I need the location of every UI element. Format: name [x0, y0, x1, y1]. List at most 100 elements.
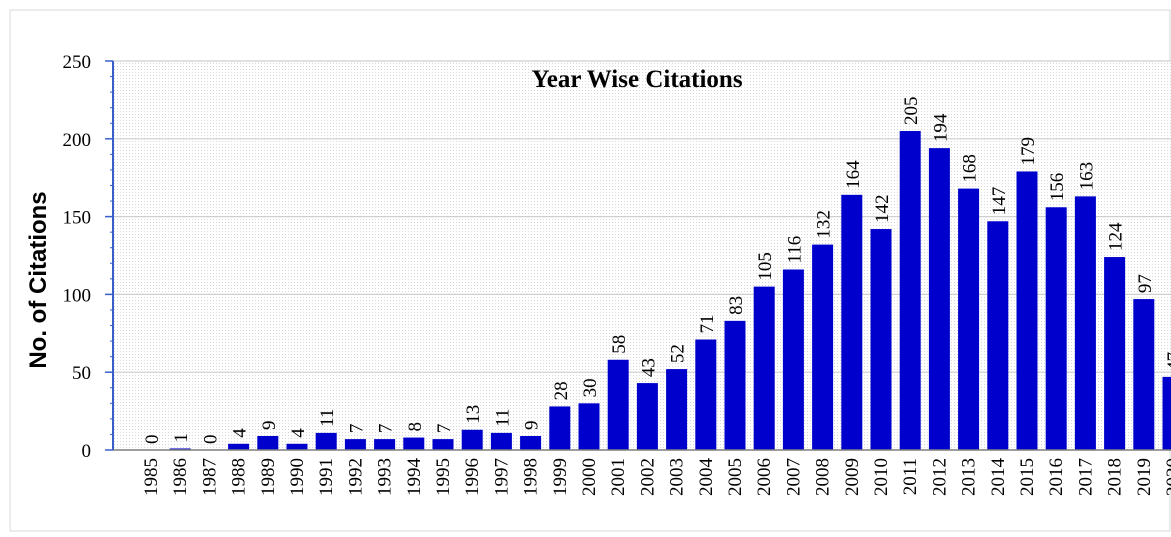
bar: [1104, 257, 1125, 450]
x-tick-label: 1997: [491, 458, 512, 496]
x-tick-label: 1994: [404, 458, 425, 497]
x-tick-label: 1996: [462, 458, 483, 496]
data-label: 11: [317, 409, 338, 427]
x-tick-label: 2013: [959, 458, 980, 496]
bar: [958, 189, 979, 450]
x-tick-label: 1986: [170, 458, 191, 496]
data-label: 116: [784, 236, 805, 264]
y-tick-label: 100: [63, 285, 92, 306]
bar: [491, 433, 512, 450]
x-tick-label: 2002: [637, 458, 658, 496]
x-tick-label: 2020: [1163, 458, 1171, 496]
chart-title: Year Wise Citations: [531, 66, 742, 93]
bar: [783, 270, 804, 450]
data-label: 163: [1076, 162, 1097, 191]
bar: [1046, 207, 1067, 450]
bar: [462, 430, 483, 450]
data-label: 0: [200, 435, 221, 445]
bar: [1133, 299, 1154, 450]
x-tick-label: 2010: [871, 458, 892, 496]
bar: [316, 433, 337, 450]
bar: [433, 439, 454, 450]
data-label: 7: [376, 424, 397, 434]
data-label: 194: [930, 113, 951, 142]
x-tick-label: 1990: [287, 458, 308, 496]
x-tick-label: 1988: [229, 458, 250, 496]
data-label: 105: [755, 252, 776, 281]
data-label: 9: [522, 420, 543, 430]
x-tick-label: 2012: [929, 458, 950, 496]
bar: [374, 439, 395, 450]
data-label: 71: [697, 315, 718, 334]
x-tick-label: 2003: [667, 458, 688, 496]
x-tick-label: 1998: [521, 458, 542, 496]
data-label: 9: [259, 420, 280, 430]
data-label: 30: [580, 378, 601, 397]
data-label: 124: [1106, 222, 1127, 251]
bar: [520, 436, 541, 450]
x-tick-label: 2016: [1046, 458, 1067, 496]
x-tick-label: 1991: [316, 458, 337, 496]
x-tick-label: 2008: [813, 458, 834, 496]
x-tick-label: 2014: [988, 458, 1009, 497]
x-tick-label: 1992: [345, 458, 366, 496]
bar: [637, 383, 658, 450]
x-tick-label: 1999: [550, 458, 571, 496]
x-tick-label: 2001: [608, 458, 629, 496]
x-tick-label: 2005: [725, 458, 746, 496]
data-label: 11: [492, 409, 513, 427]
data-label: 168: [960, 154, 981, 183]
data-label: 28: [551, 381, 572, 400]
x-tick-label: 2006: [754, 458, 775, 496]
bar: [228, 444, 249, 450]
data-label: 132: [814, 210, 835, 239]
data-label: 47: [1164, 352, 1171, 371]
bar: [1163, 377, 1171, 450]
x-tick-label: 2011: [900, 458, 921, 495]
data-label: 8: [405, 422, 426, 432]
bar: [900, 131, 921, 450]
data-label: 164: [843, 160, 864, 189]
bar: [929, 148, 950, 450]
data-label: 0: [142, 435, 163, 445]
x-tick-label: 1985: [141, 458, 162, 496]
x-tick-label: 2009: [842, 458, 863, 496]
data-label: 147: [989, 187, 1010, 216]
data-label: 7: [346, 424, 367, 434]
x-tick-label: 2000: [579, 458, 600, 496]
bar: [257, 436, 278, 450]
y-tick-label: 50: [72, 363, 91, 384]
x-tick-label: 2015: [1017, 458, 1038, 496]
x-tick-label: 1995: [433, 458, 454, 496]
bar: [812, 245, 833, 450]
x-tick-label: 2004: [696, 458, 717, 497]
bar: [666, 369, 687, 450]
bar: [1017, 171, 1038, 450]
x-tick-label: 1993: [375, 458, 396, 496]
data-label: 4: [288, 428, 309, 438]
data-label: 83: [726, 296, 747, 315]
bar: [754, 287, 775, 450]
bar: [345, 439, 366, 450]
x-tick-label: 2018: [1105, 458, 1126, 496]
bar: [987, 221, 1008, 450]
bar: [695, 340, 716, 450]
bar: [579, 403, 600, 450]
data-label: 1: [171, 433, 192, 443]
x-tick-label: 1987: [199, 458, 220, 496]
y-tick-label: 0: [82, 441, 92, 462]
bar: [403, 438, 424, 450]
y-tick-label: 150: [63, 208, 92, 229]
data-label: 142: [872, 195, 893, 224]
x-tick-label: 2007: [783, 458, 804, 496]
bar: [608, 360, 629, 450]
data-label: 7: [434, 424, 455, 434]
y-tick-label: 200: [63, 130, 92, 151]
data-label: 52: [668, 344, 689, 363]
y-axis-label: No. of Citations: [25, 191, 52, 368]
x-tick-label: 2019: [1134, 458, 1155, 496]
bar: [549, 406, 570, 450]
bar: [287, 444, 308, 450]
data-label: 205: [901, 97, 922, 126]
